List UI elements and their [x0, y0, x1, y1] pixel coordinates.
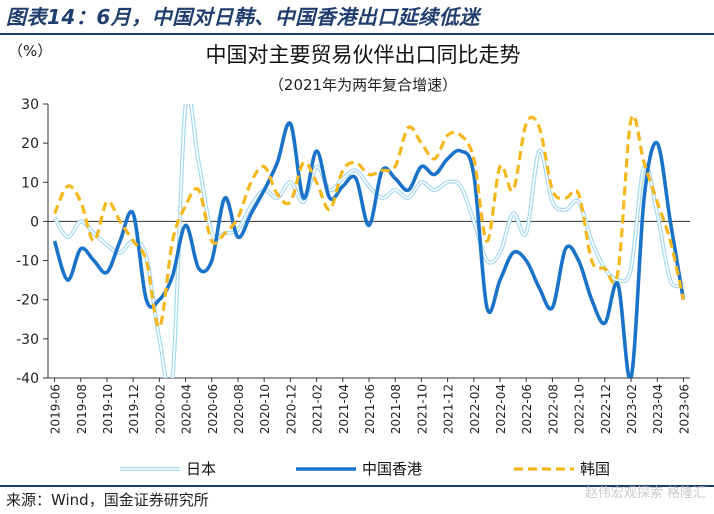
legend-entry-japan: 日本 [186, 460, 216, 478]
y-tick-label: 20 [21, 136, 39, 152]
x-tick-label: 2022-12 [599, 384, 613, 434]
series-line-japan-inner [53, 104, 684, 378]
x-tick-label: 2019-06 [49, 384, 63, 434]
x-tick-label: 2020-02 [153, 384, 167, 434]
x-tick-label: 2019-12 [127, 384, 141, 434]
x-tick-label: 2022-08 [546, 384, 560, 434]
y-tick-label: 0 [30, 214, 39, 230]
x-tick-label: 2021-08 [389, 384, 403, 434]
series-line-korea [53, 114, 685, 329]
x-tick-label: 2020-06 [206, 384, 220, 434]
y-tick-label: -10 [16, 254, 39, 270]
x-tick-label: 2020-04 [180, 384, 194, 434]
chart-title: 中国对主要贸易伙伴出口同比走势 [206, 43, 521, 67]
x-tick-label: 2020-12 [284, 384, 298, 434]
x-tick-label: 2021-12 [442, 384, 456, 434]
series-line-japan [52, 104, 685, 378]
x-tick-label: 2021-04 [337, 384, 351, 434]
y-tick-label: 30 [21, 97, 39, 113]
x-tick-label: 2022-06 [520, 384, 534, 434]
x-tick-label: 2022-02 [468, 384, 482, 434]
x-tick-label: 2023-02 [625, 384, 639, 434]
y-tick-label: -40 [16, 371, 39, 387]
x-tick-label: 2020-08 [232, 384, 246, 434]
x-tick-label: 2023-04 [651, 384, 665, 434]
x-tick-label: 2019-08 [75, 384, 89, 434]
x-tick-label: 2021-10 [415, 384, 429, 434]
watermark: 赵伟宏观探索 格隆汇 [584, 486, 706, 501]
line-chart: 中国对主要贸易伙伴出口同比走势 （2021年为两年复合增速） （%） 30201… [8, 42, 691, 478]
x-tick-label: 2022-04 [494, 384, 508, 434]
figure-title: 图表14：6月，中国对日韩、中国香港出口延续低迷 [6, 3, 710, 33]
axes: 30 20 10 0 -10 -20 -30 -40 2019-06 2019-08 2019-10… [16, 97, 691, 434]
source-note: 来源：Wind，国金证券研究所 [6, 491, 209, 509]
y-tick-label: 10 [21, 175, 39, 191]
legend-entry-hongkong: 中国香港 [362, 460, 422, 478]
y-axis-unit-label: （%） [8, 42, 52, 60]
legend: 日本 中国香港 韩国 [120, 460, 610, 478]
x-tick-label: 2019-10 [101, 384, 115, 434]
chart-subtitle: （2021年为两年复合增速） [269, 76, 457, 94]
x-tick-label: 2021-06 [363, 384, 377, 434]
series-layer [52, 104, 686, 378]
y-tick-label: -20 [16, 293, 39, 309]
title-rule [0, 33, 714, 35]
bottom-rule [0, 485, 714, 487]
x-tick-label: 2020-10 [258, 384, 272, 434]
y-tick-label: -30 [16, 332, 39, 348]
x-tick-label: 2023-06 [677, 384, 691, 434]
x-tick-label: 2021-02 [311, 384, 325, 434]
legend-entry-korea: 韩国 [580, 460, 610, 478]
series-line-hongkong [52, 121, 686, 378]
x-tick-label: 2022-10 [573, 384, 587, 434]
